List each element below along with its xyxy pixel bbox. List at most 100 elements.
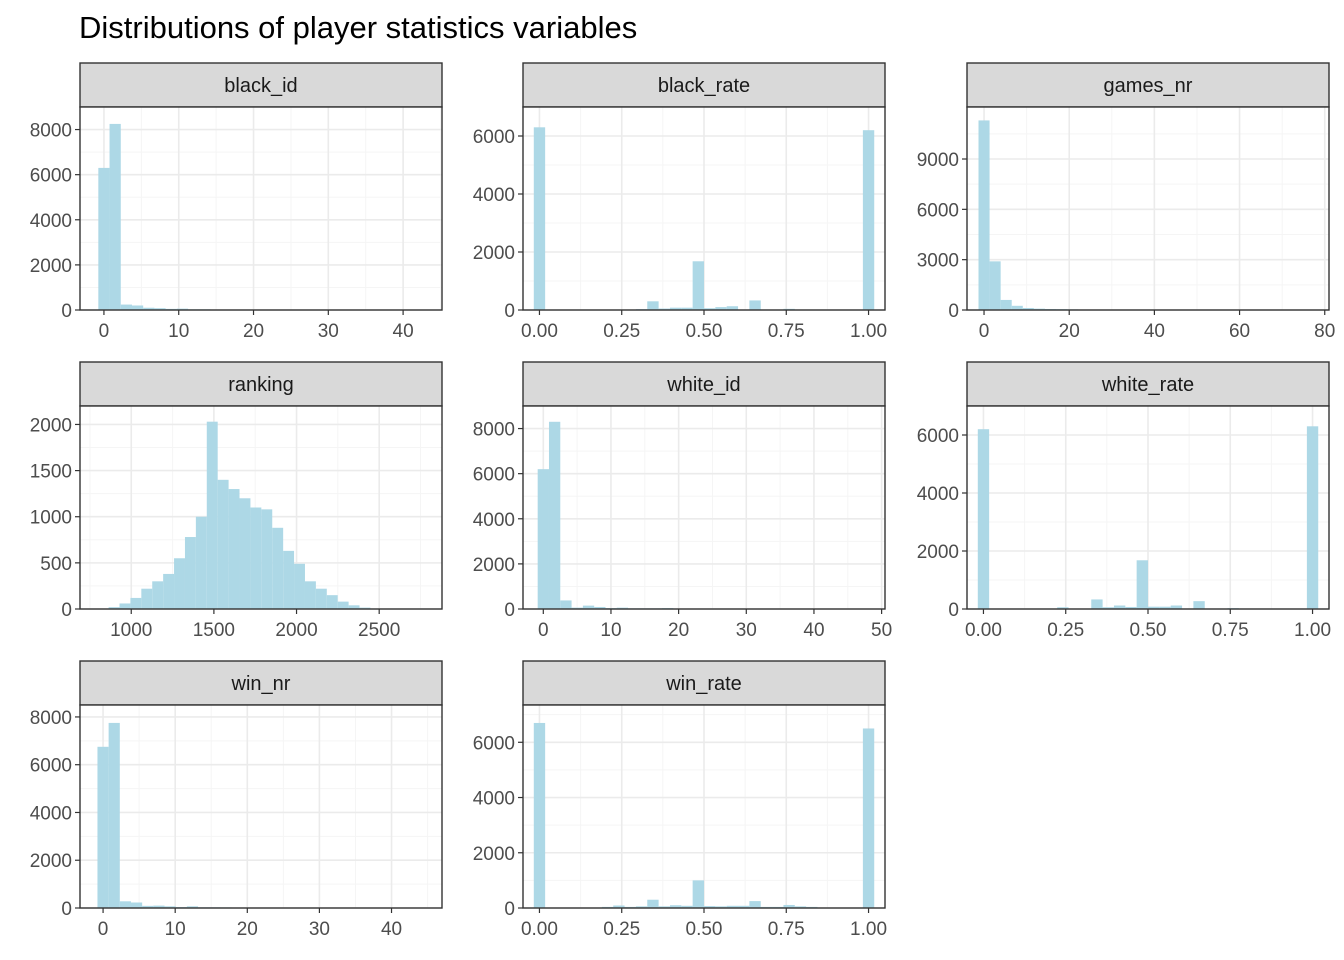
facet-strip	[522, 361, 886, 407]
histogram-bar	[1057, 607, 1069, 609]
histogram-bar	[1091, 599, 1103, 609]
histogram-bar	[108, 607, 120, 609]
y-tick-label: 8000	[30, 708, 72, 729]
y-tick-label: 0	[61, 600, 72, 621]
facet-label: win_nr	[231, 673, 291, 695]
y-tick-label: 8000	[30, 121, 72, 142]
histogram-bar	[119, 901, 131, 908]
x-tick-label: 30	[318, 321, 339, 342]
histogram-bar	[217, 479, 229, 609]
x-tick-label: 1500	[193, 620, 235, 641]
histogram-bar	[206, 421, 218, 609]
histogram-bar	[738, 905, 750, 908]
histogram-bar	[537, 469, 549, 609]
histogram-bar	[97, 746, 109, 908]
histogram-bar	[1011, 305, 1023, 310]
histogram-bar	[120, 304, 132, 310]
histogram-bar	[681, 307, 693, 310]
x-tick-label: 20	[1059, 321, 1080, 342]
panel-border	[79, 704, 443, 909]
histogram-bar	[184, 537, 196, 609]
x-tick-label: 0.00	[521, 919, 558, 940]
histogram-bar	[304, 581, 316, 609]
y-tick-label: 0	[504, 600, 515, 621]
y-tick-label: 6000	[917, 200, 959, 221]
y-tick-label: 3000	[917, 251, 959, 272]
histogram-bar	[533, 127, 546, 310]
x-tick-label: 20	[237, 919, 258, 940]
histogram-bar	[153, 905, 165, 908]
histogram-bar	[1125, 606, 1137, 609]
facet-white_id: white_id 0 2000 4000 6000 8000 0 10 20 30 40 50	[473, 361, 892, 641]
histogram-bar	[794, 906, 807, 908]
facet-ranking: ranking 0 500 1000 1500 2000 1000 1500 2000 2500	[30, 361, 443, 641]
x-tick-label: 0	[98, 919, 109, 940]
y-tick-label: 4000	[473, 510, 515, 531]
histogram-bar	[1000, 299, 1012, 310]
histogram-bar	[186, 906, 199, 908]
histogram-bar	[195, 516, 207, 609]
x-tick-label: 0	[538, 620, 549, 641]
panel-background	[967, 107, 1329, 310]
y-tick-label: 4000	[30, 211, 72, 232]
histogram-bar	[261, 509, 273, 609]
x-tick-label: 20	[668, 620, 689, 641]
x-tick-label: 0.25	[603, 321, 640, 342]
facet-black_id: black_id 0 2000 4000 6000 8000 0 10 20 30 40	[30, 62, 443, 342]
facet-label: ranking	[228, 374, 294, 396]
y-tick-label: 0	[61, 301, 72, 322]
x-tick-label: 30	[309, 919, 330, 940]
y-tick-label: 1000	[30, 508, 72, 529]
histogram-bar	[143, 307, 155, 310]
x-tick-label: 10	[168, 321, 189, 342]
histogram-bar	[726, 306, 739, 310]
histogram-bar	[681, 905, 693, 908]
panel-background	[80, 107, 442, 310]
x-tick-label: 10	[600, 620, 621, 641]
y-tick-label: 2000	[473, 243, 515, 264]
x-tick-label: 1.00	[1294, 620, 1331, 641]
page-title: Distributions of player statistics varia…	[79, 10, 638, 45]
facet-label: games_nr	[1104, 75, 1193, 97]
panel-border	[966, 106, 1330, 311]
facet-label: white_rate	[1101, 374, 1194, 396]
y-tick-label: 2000	[30, 851, 72, 872]
histogram-bar	[1159, 606, 1171, 609]
facet-label: white_id	[666, 374, 740, 396]
histogram-bar	[726, 905, 739, 908]
histogram-bar	[1102, 607, 1114, 609]
x-tick-label: 0.00	[965, 620, 1002, 641]
y-tick-label: 6000	[30, 756, 72, 777]
histogram-bar	[250, 507, 262, 609]
histogram-bar	[130, 597, 142, 609]
x-tick-label: 0.25	[1047, 620, 1084, 641]
histogram-bar	[635, 906, 648, 908]
x-tick-label: 40	[393, 321, 414, 342]
y-tick-label: 6000	[30, 166, 72, 187]
histogram-bar	[715, 906, 727, 908]
histogram-bar	[862, 130, 875, 310]
y-tick-label: 6000	[473, 127, 515, 148]
y-tick-label: 0	[948, 301, 959, 322]
facet-strip	[79, 62, 443, 108]
y-tick-label: 2000	[473, 555, 515, 576]
x-tick-label: 0	[99, 321, 110, 342]
histogram-bar	[163, 573, 175, 609]
y-tick-label: 4000	[30, 803, 72, 824]
y-tick-label: 0	[504, 301, 515, 322]
facet-strip	[522, 62, 886, 108]
histogram-bar	[337, 601, 349, 609]
histogram-bar	[315, 588, 327, 609]
x-tick-label: 0.75	[768, 919, 805, 940]
histogram-bar	[715, 307, 727, 310]
y-tick-label: 1500	[30, 462, 72, 483]
facet-games_nr: games_nr 0 3000 6000 9000 0 20 40 60 80	[917, 62, 1335, 342]
histogram-bar	[1148, 606, 1160, 609]
x-tick-label: 0.50	[686, 919, 723, 940]
histogram-bar	[582, 605, 595, 609]
histogram-bar	[1022, 307, 1034, 310]
x-tick-label: 40	[803, 620, 824, 641]
histogram-bar	[658, 906, 670, 908]
y-tick-label: 6000	[473, 465, 515, 486]
